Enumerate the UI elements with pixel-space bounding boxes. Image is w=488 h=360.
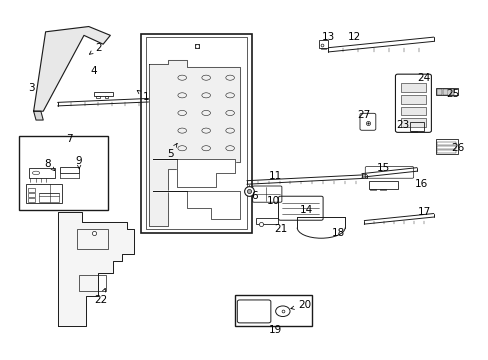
Text: 21: 21 [273, 224, 286, 234]
Bar [234, 294, 311, 327]
Text: 4: 4 [90, 66, 97, 76]
Bar [368, 181, 397, 189]
Text: 17: 17 [417, 207, 430, 217]
Bar [26, 184, 62, 203]
Bar [436, 142, 455, 145]
Text: 9: 9 [76, 156, 82, 169]
Polygon shape [153, 159, 234, 187]
Text: 24: 24 [417, 73, 430, 83]
Text: 18: 18 [331, 228, 344, 238]
Bar [40, 193, 59, 202]
Bar [96, 96, 100, 98]
Bar [256, 218, 278, 224]
Bar [435, 139, 457, 154]
Bar [400, 95, 425, 104]
Text: 14: 14 [300, 205, 313, 215]
Text: 16: 16 [414, 179, 427, 189]
Bar [29, 168, 55, 178]
Text: 7: 7 [66, 134, 73, 144]
Bar [93, 92, 112, 96]
Bar [436, 146, 455, 149]
Text: 1: 1 [137, 90, 149, 102]
Polygon shape [34, 111, 43, 120]
Text: 5: 5 [166, 143, 177, 158]
Text: 23: 23 [395, 120, 408, 130]
Bar [410, 131, 416, 132]
Bar [28, 193, 35, 197]
Bar [28, 198, 35, 202]
Polygon shape [153, 190, 239, 219]
Text: 11: 11 [268, 171, 282, 181]
Bar [448, 89, 453, 95]
Text: 3: 3 [28, 83, 35, 93]
Text: 22: 22 [94, 288, 107, 305]
Bar [104, 96, 108, 98]
Bar [28, 189, 35, 192]
Text: 15: 15 [376, 163, 389, 173]
Text: 27: 27 [357, 110, 370, 120]
Polygon shape [58, 212, 134, 327]
Bar [436, 150, 455, 153]
Text: 19: 19 [268, 325, 282, 335]
Text: 8: 8 [44, 159, 55, 171]
Bar [435, 88, 457, 95]
Bar [79, 275, 105, 291]
Bar [409, 122, 423, 131]
Text: 6: 6 [250, 191, 257, 201]
Bar [141, 33, 251, 233]
Bar [436, 89, 441, 95]
Bar [60, 167, 79, 173]
Text: 13: 13 [321, 32, 334, 42]
Bar [379, 189, 385, 190]
Bar [369, 189, 376, 190]
Bar [400, 107, 425, 116]
Text: 20: 20 [290, 300, 310, 310]
Polygon shape [34, 27, 110, 111]
Bar [400, 118, 425, 127]
Bar [19, 136, 108, 210]
Bar [146, 37, 246, 229]
Bar [443, 89, 447, 95]
Text: 26: 26 [450, 143, 464, 153]
Text: 25: 25 [446, 89, 459, 99]
Bar [400, 83, 425, 92]
Bar [320, 48, 326, 49]
Polygon shape [148, 60, 239, 226]
Text: 10: 10 [266, 196, 279, 206]
Text: 2: 2 [89, 43, 102, 54]
Bar [318, 40, 328, 48]
Bar [77, 229, 108, 249]
Text: 12: 12 [347, 32, 361, 42]
